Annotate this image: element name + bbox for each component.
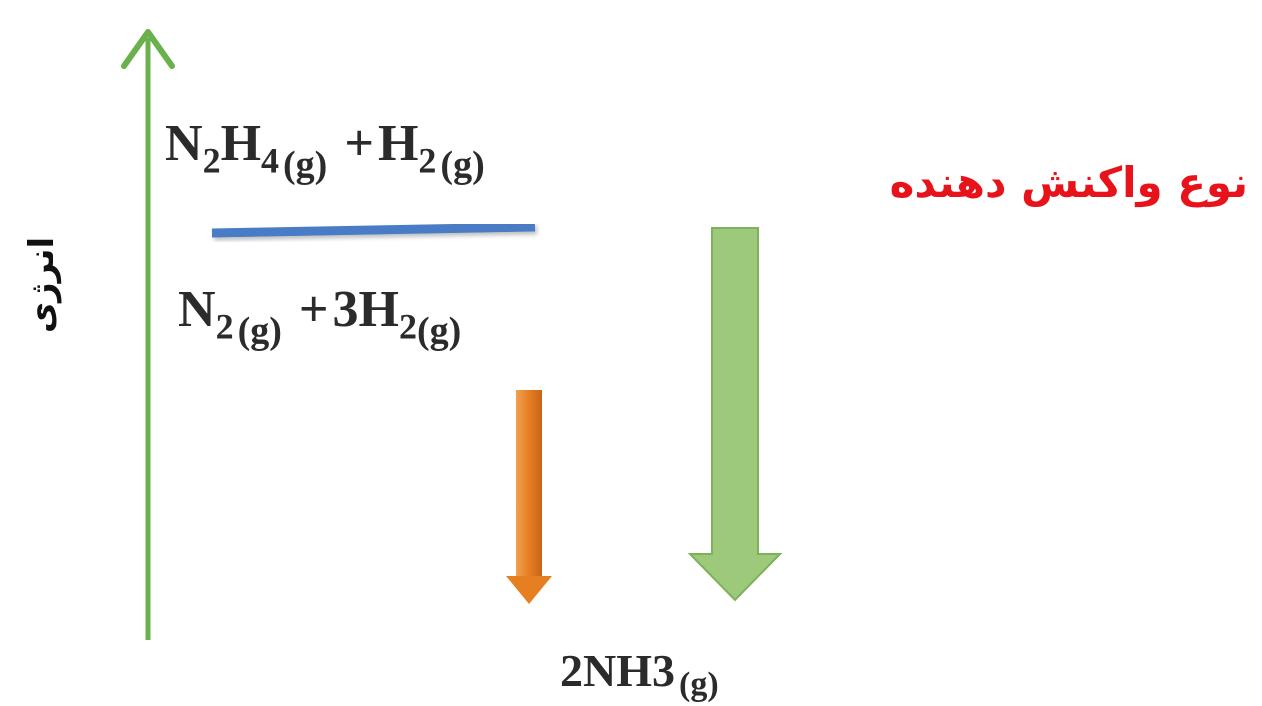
plus-sign: + bbox=[298, 281, 329, 338]
middle-level-formula: N2 (g) +3H2(g) bbox=[178, 281, 462, 353]
formula-subscript: 2 bbox=[202, 140, 221, 181]
level-line-top bbox=[211, 222, 536, 238]
orange-arrow bbox=[506, 390, 552, 604]
bottom-level-formula: 2NH3 (g) bbox=[560, 648, 719, 702]
coefficient: 3 bbox=[332, 281, 359, 338]
formula-element: H bbox=[220, 115, 262, 172]
formula-subscript: 4 bbox=[261, 140, 280, 181]
energy-axis-label: انرژی bbox=[22, 236, 62, 334]
reactant-type-title: نوع واکنش دهنده bbox=[889, 158, 1248, 207]
formula-subscript: 2 bbox=[418, 140, 437, 181]
green-arrow bbox=[687, 227, 783, 602]
formula-element: H bbox=[377, 115, 419, 172]
formula-element: N bbox=[178, 281, 216, 338]
plus-sign: + bbox=[344, 115, 374, 172]
formula-subscript: 2 bbox=[398, 306, 417, 347]
state-label: (g) bbox=[283, 144, 328, 187]
formula-element: NH3 bbox=[583, 645, 675, 696]
formula-element: N bbox=[165, 115, 203, 172]
formula-element: H bbox=[358, 281, 399, 338]
energy-axis bbox=[121, 29, 175, 640]
state-label: (g) bbox=[440, 144, 485, 187]
state-label: (g) bbox=[416, 310, 462, 353]
coefficient: 2 bbox=[560, 645, 583, 696]
top-level-formula: N2H4 (g) +H2 (g) bbox=[165, 115, 485, 187]
state-label: (g) bbox=[237, 310, 282, 353]
formula-subscript: 2 bbox=[215, 306, 234, 347]
state-label: (g) bbox=[679, 665, 719, 703]
axis-arrow-head bbox=[121, 29, 175, 69]
